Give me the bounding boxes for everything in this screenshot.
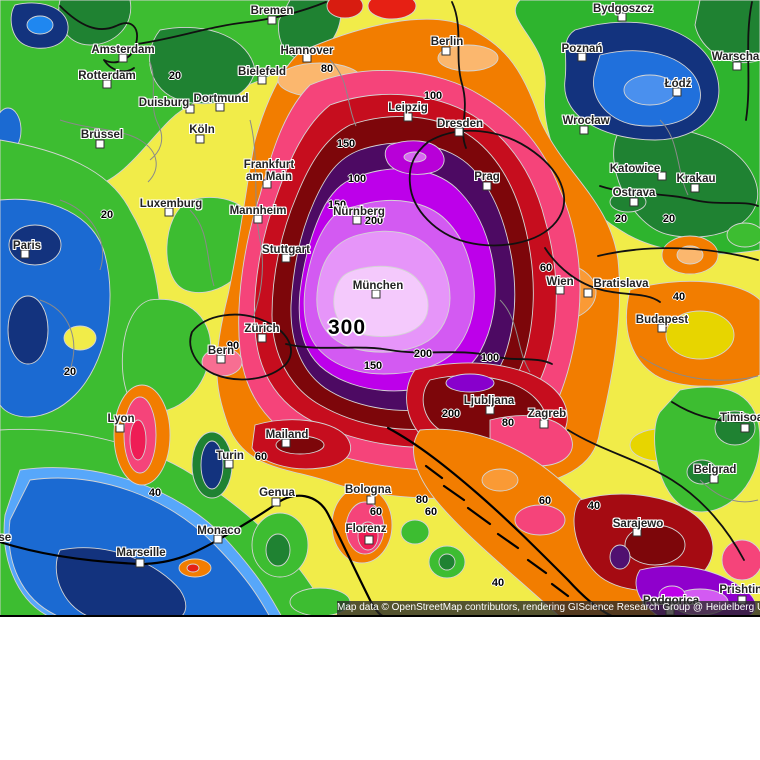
map-attribution: Map data © OpenStreetMap contributors, r… — [337, 601, 760, 615]
legend-panel: Akkumulierte Niederschlagsmenge (mm) Von… — [0, 617, 760, 760]
precipitation-map: 20 80 100 150 100 20 150 200 20 20 60 40 90 300 200 100… — [0, 0, 760, 617]
precipitation-field-art — [0, 0, 760, 615]
